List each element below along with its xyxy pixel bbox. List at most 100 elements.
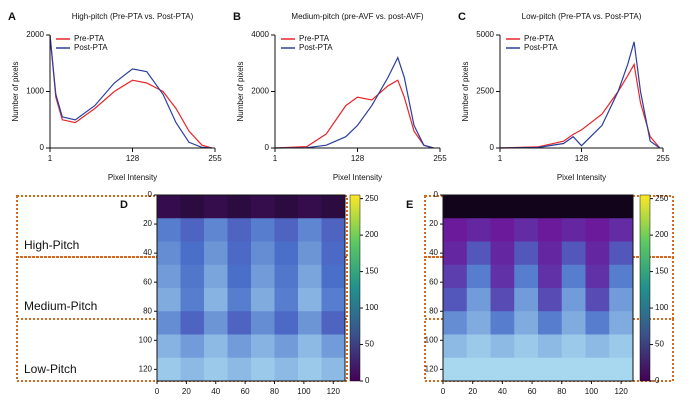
heatmap-cell: [585, 218, 610, 242]
chart-title: Medium-pitch (pre-AVF vs. post-AVF): [291, 12, 424, 21]
band-label: Medium-Pitch: [24, 299, 97, 313]
heatmap-cell: [157, 218, 181, 242]
colorbar-tick-label: 0: [655, 376, 660, 385]
x-tick-label: 20: [182, 387, 191, 396]
heatmap-cell: [514, 288, 539, 312]
heatmap-cell: [251, 288, 275, 312]
panel-label: B: [233, 11, 241, 23]
heatmap-cell: [251, 264, 275, 289]
heatmap-cell: [251, 195, 275, 219]
legend-label: Pre-PTA: [524, 34, 555, 43]
y-tick-label: 0: [265, 143, 270, 152]
x-tick-label: 1: [48, 154, 53, 163]
x-tick-label: 128: [575, 154, 589, 163]
heatmap-cell: [227, 334, 252, 359]
heatmap-cell: [227, 218, 252, 242]
x-tick-label: 40: [498, 387, 507, 396]
legend-label: Post-PTA: [299, 43, 333, 52]
heatmap-cell: [204, 357, 228, 382]
heatmap-cell: [227, 288, 252, 312]
heatmap-cell: [298, 264, 322, 289]
heatmap-cell: [227, 195, 252, 219]
y-axis-label: Number of pixels: [236, 61, 245, 121]
x-tick-label: 0: [441, 387, 446, 396]
heatmap-cell: [274, 241, 299, 266]
heatmap-cell: [274, 195, 299, 219]
heatmap-cell: [514, 311, 539, 335]
x-tick-label: 100: [297, 387, 311, 396]
x-tick-label: 120: [614, 387, 628, 396]
heatmap-cell: [561, 334, 586, 359]
band-label: High-Pitch: [24, 238, 79, 252]
heatmap-cell: [514, 264, 539, 289]
colorbar-tick-label: 0: [365, 376, 370, 385]
heatmap-cell: [538, 195, 563, 219]
heatmap-cell: [204, 218, 228, 242]
heatmap-cell: [321, 334, 346, 359]
heatmap-cell: [227, 241, 252, 266]
heatmap-cell: [538, 311, 563, 335]
heatmap-cell: [609, 195, 634, 219]
heatmap-cell: [561, 357, 586, 382]
heatmap-cell: [157, 264, 181, 289]
y-axis-label: Number of pixels: [461, 61, 470, 121]
panel-label: D: [120, 199, 128, 211]
legend-label: Post-PTA: [74, 43, 108, 52]
panel-label: E: [406, 199, 413, 211]
heatmap-cell: [466, 218, 491, 242]
heatmap-cell: [443, 218, 468, 242]
heatmap-cell: [443, 288, 468, 312]
heatmap-cell: [157, 334, 181, 359]
heatmap-cell: [298, 334, 322, 359]
x-tick-label: 0: [155, 387, 160, 396]
x-tick-label: 255: [208, 154, 222, 163]
heatmap-cell: [490, 218, 515, 242]
colorbar-tick-label: 200: [655, 230, 669, 239]
heatmap-cell: [443, 195, 468, 219]
heatmap-cell: [466, 264, 491, 289]
heatmap-cell: [157, 195, 181, 219]
heatmap-cell: [298, 311, 322, 335]
data-line: [274, 79, 434, 149]
heatmap-cell: [204, 311, 228, 335]
heatmap-cell: [157, 311, 181, 335]
plot-frame: [442, 194, 634, 382]
heatmap-cell: [561, 195, 586, 219]
heatmap-cell: [490, 264, 515, 289]
colorbar-tick-label: 250: [365, 194, 379, 203]
heatmap-cell: [274, 218, 299, 242]
heatmap-cell: [490, 195, 515, 219]
colorbar-tick-label: 100: [365, 303, 379, 312]
colorbar-tick-label: 100: [655, 303, 669, 312]
heatmap-cell: [298, 288, 322, 312]
y-tick-label: 40: [143, 248, 152, 257]
heatmap-cell: [227, 264, 252, 289]
heatmap-cell: [585, 288, 610, 312]
y-tick-label: 0: [490, 143, 495, 152]
heatmap-cell: [514, 241, 539, 266]
y-tick-label: 0: [148, 190, 153, 199]
heatmap-cell: [466, 241, 491, 266]
heatmap-cell: [466, 195, 491, 219]
legend-label: Pre-PTA: [74, 34, 105, 43]
data-line: [274, 56, 434, 149]
colorbar-tick-label: 150: [365, 267, 379, 276]
y-tick-label: 120: [425, 364, 439, 373]
y-tick-label: 0: [434, 190, 439, 199]
y-tick-label: 4000: [251, 30, 269, 39]
y-tick-label: 80: [429, 306, 438, 315]
colorbar-tick-label: 150: [655, 267, 669, 276]
heatmap-cell: [490, 334, 515, 359]
heatmap-cell: [321, 311, 346, 335]
y-tick-label: 60: [143, 277, 152, 286]
x-axis-label: Pixel Intensity: [108, 173, 157, 182]
data-line: [499, 62, 661, 149]
y-tick-label: 0: [40, 143, 45, 152]
heatmap-cell: [466, 334, 491, 359]
legend-label: Post-PTA: [524, 43, 558, 52]
heatmap-cell: [514, 357, 539, 382]
heatmap-cell: [609, 311, 634, 335]
y-tick-label: 20: [429, 219, 438, 228]
heatmap-cell: [298, 195, 322, 219]
heatmap-cell: [538, 357, 563, 382]
